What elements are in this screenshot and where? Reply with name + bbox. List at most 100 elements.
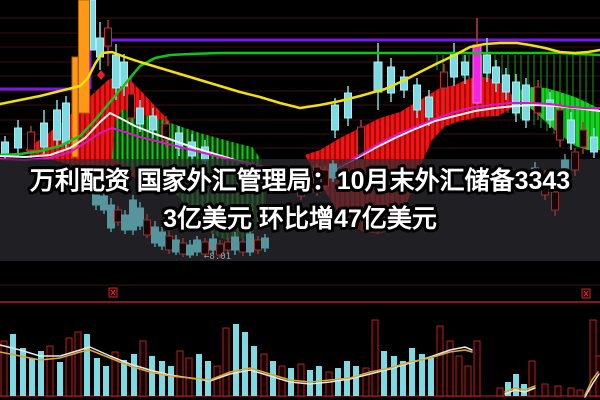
volume-bar xyxy=(29,358,35,396)
vol-ma-white xyxy=(0,344,473,385)
candlestick xyxy=(209,238,217,251)
volume-bar xyxy=(496,387,504,397)
candlestick xyxy=(216,243,224,256)
volume-bar xyxy=(419,354,425,396)
volume-bar xyxy=(20,348,26,396)
volume-bar xyxy=(57,362,63,396)
candlestick xyxy=(172,239,180,253)
volume-bar xyxy=(0,340,8,397)
candlestick xyxy=(14,127,22,149)
volume-bar xyxy=(222,327,230,397)
candlestick xyxy=(502,74,510,93)
volume-bar xyxy=(74,331,82,397)
volume-bar xyxy=(196,354,202,396)
ma-green-slow xyxy=(0,51,600,157)
volume-bar xyxy=(381,351,387,396)
volume-bar xyxy=(554,385,562,397)
volume-bar xyxy=(111,351,119,397)
signal-flag-icon xyxy=(110,289,116,296)
candlestick xyxy=(546,99,554,121)
vol-ma-yellow xyxy=(504,385,536,393)
candlestick xyxy=(261,237,269,249)
candlestick xyxy=(512,81,520,114)
candlestick xyxy=(136,107,144,125)
volume-bar xyxy=(65,337,73,397)
ma-yellow-fast xyxy=(0,41,600,110)
volume-bar xyxy=(213,365,221,397)
headline-line-1: 万利配资 国家外汇管理局：10月末外汇储备3343 xyxy=(29,167,571,195)
volume-bar xyxy=(131,354,137,396)
volume-bar xyxy=(353,366,359,396)
volume-bar xyxy=(446,340,454,397)
candlestick xyxy=(201,241,209,255)
volume-bar xyxy=(464,365,472,397)
volume-bar xyxy=(159,361,165,396)
candlestick xyxy=(297,179,305,197)
volume-bar xyxy=(362,367,370,397)
candlestick xyxy=(461,61,469,76)
candlestick xyxy=(571,151,579,171)
candlestick xyxy=(387,66,395,94)
volume-panel xyxy=(0,261,600,400)
candlestick xyxy=(62,102,70,144)
volume-bar xyxy=(297,363,305,397)
candlestick xyxy=(534,86,542,114)
volume-bar xyxy=(391,356,397,396)
volume-bar xyxy=(46,345,54,397)
candlestick xyxy=(551,191,559,211)
candlestick xyxy=(590,136,598,153)
candlestick xyxy=(321,169,329,187)
volume-bar xyxy=(436,325,444,397)
volume-bar xyxy=(10,334,16,396)
candlestick xyxy=(413,84,421,111)
candlestick xyxy=(78,0,90,114)
candlestick xyxy=(27,131,35,151)
candlestick xyxy=(313,166,321,193)
candlestick xyxy=(40,122,48,148)
vol-ma-yellow xyxy=(0,349,473,383)
candlestick xyxy=(143,219,151,236)
sell-signal-diamond-icon xyxy=(97,70,105,80)
candlestick xyxy=(425,96,433,118)
volume-bar xyxy=(505,382,511,396)
volume-bar xyxy=(168,366,174,396)
volume-bar xyxy=(567,387,575,397)
volume-bar xyxy=(400,361,406,396)
volume-bar xyxy=(94,358,100,396)
candlestick xyxy=(440,71,448,89)
volume-bar xyxy=(371,319,379,397)
candlestick xyxy=(104,27,112,47)
headline-banner: 万利配资 国家外汇管理局：10月末外汇储备3343 3亿美元 环比增47亿美元 xyxy=(0,162,600,238)
vol-ma-white xyxy=(504,387,536,395)
volume-bar xyxy=(473,340,481,397)
vol-ma-yellow xyxy=(584,371,599,396)
volume-bar xyxy=(513,374,519,396)
candlestick xyxy=(121,214,129,231)
volume-bar xyxy=(121,360,127,396)
candlestick xyxy=(136,207,144,227)
candlestick xyxy=(556,109,564,141)
candlestick xyxy=(246,233,254,253)
signal-flag-icon xyxy=(583,290,589,297)
candlestick xyxy=(329,163,337,179)
candlestick xyxy=(193,239,201,253)
candlestick xyxy=(400,76,408,91)
candlestick xyxy=(531,167,539,189)
candlestick xyxy=(92,189,100,206)
candlestick xyxy=(53,109,61,141)
candlestick xyxy=(254,239,262,251)
volume-bar xyxy=(307,370,313,396)
volume-bar xyxy=(205,361,211,396)
candlestick xyxy=(100,195,108,211)
volume-bar xyxy=(84,334,90,396)
price-label: ←8.01 xyxy=(204,252,231,262)
volume-bar xyxy=(38,351,44,396)
headline-line-2: 3亿美元 环比增47亿美元 xyxy=(163,205,437,233)
volume-bar xyxy=(233,324,239,396)
candlestick xyxy=(579,129,587,148)
volume-bar xyxy=(428,358,434,396)
candlestick xyxy=(90,0,96,51)
volume-bar xyxy=(325,371,333,397)
volume-bar xyxy=(528,360,536,397)
